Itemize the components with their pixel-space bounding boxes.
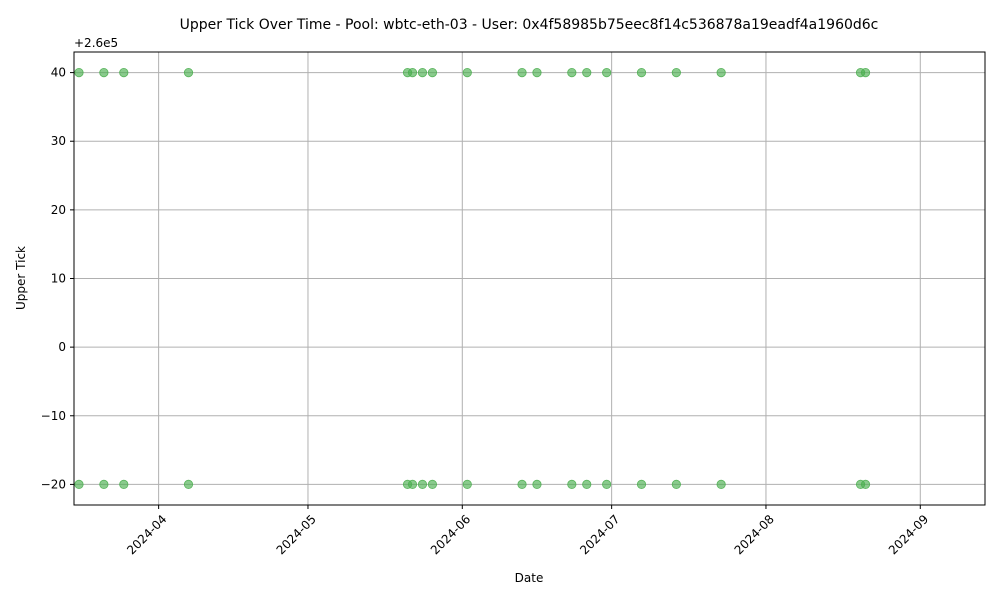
- y-tick-label: −20: [41, 477, 66, 491]
- x-tick-label: 2024-04: [124, 512, 169, 557]
- data-point: [427, 67, 438, 78]
- data-point: [99, 67, 109, 78]
- y-tick-label: 20: [51, 203, 66, 217]
- data-point: [517, 67, 527, 78]
- data-point: [532, 67, 542, 78]
- data-point: [602, 479, 612, 490]
- data-point: [74, 67, 84, 78]
- data-point: [119, 479, 129, 490]
- data-point: [74, 479, 84, 490]
- y-tick-label: −10: [41, 409, 66, 423]
- chart-title: Upper Tick Over Time - Pool: wbtc-eth-03…: [180, 17, 879, 33]
- data-point: [407, 67, 418, 78]
- grid-lines: [74, 52, 985, 505]
- data-point: [567, 67, 577, 78]
- data-point: [582, 479, 592, 490]
- data-point: [407, 479, 418, 490]
- y-tick-label: 0: [58, 340, 66, 354]
- data-point: [183, 67, 194, 78]
- x-tick-label: 2024-09: [886, 512, 931, 557]
- data-point: [417, 67, 428, 78]
- data-point: [602, 67, 612, 78]
- data-point: [860, 67, 871, 78]
- data-point: [636, 67, 647, 78]
- y-tick-label: 30: [51, 134, 66, 148]
- x-tick-label: 2024-07: [577, 512, 622, 557]
- data-point: [716, 479, 726, 490]
- data-point: [417, 479, 428, 490]
- data-point: [636, 479, 647, 490]
- x-tick-label: 2024-05: [274, 512, 319, 557]
- data-point: [99, 479, 109, 490]
- data-point: [517, 479, 527, 490]
- data-point: [860, 479, 871, 490]
- data-point: [462, 67, 472, 78]
- y-tick-label: 40: [51, 66, 66, 80]
- y-axis-label: Upper Tick: [14, 246, 28, 310]
- data-point: [671, 479, 681, 490]
- data-point: [119, 67, 129, 78]
- data-point: [427, 479, 438, 490]
- data-point: [462, 479, 472, 490]
- x-tick-label: 2024-06: [428, 512, 473, 557]
- x-axis-label: Date: [515, 571, 544, 585]
- data-point: [567, 479, 577, 490]
- y-tick-label: 10: [51, 272, 66, 286]
- data-point: [582, 67, 592, 78]
- data-points: [74, 67, 871, 490]
- data-point: [532, 479, 542, 490]
- y-axis-ticks: −20 −10 0 10 20 30 40: [41, 66, 74, 491]
- x-axis-ticks: 2024-04 2024-05 2024-06 2024-07 2024-08 2024-…: [124, 505, 931, 557]
- data-point: [183, 479, 194, 490]
- data-point: [716, 67, 726, 78]
- y-axis-offset-label: +2.6e5: [74, 36, 118, 50]
- x-tick-label: 2024-08: [732, 512, 777, 557]
- data-point: [671, 67, 681, 78]
